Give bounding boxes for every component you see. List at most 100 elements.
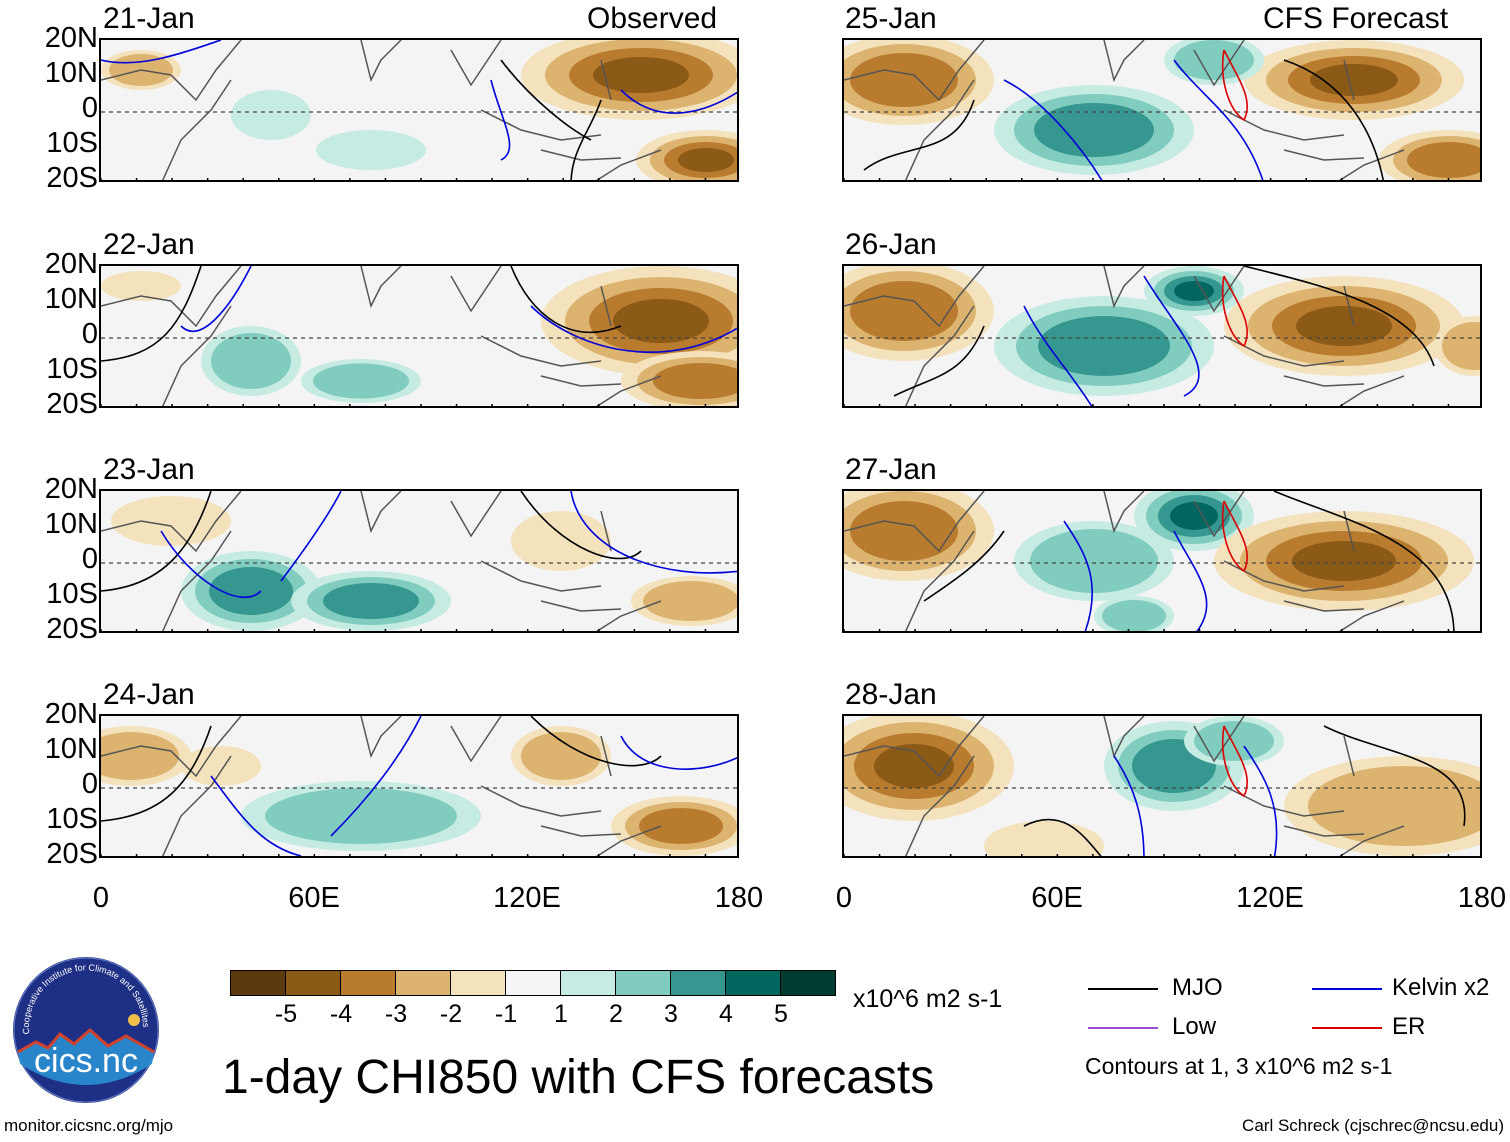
lat-label: 10S: [46, 353, 98, 385]
colorbar-swatch: [285, 970, 341, 996]
map-panel-25-jan: [842, 38, 1482, 182]
colorbar-swatch: [230, 970, 286, 996]
lat-label: 0: [81, 768, 98, 800]
lon-label: 0: [92, 882, 110, 914]
lon-label: 120E: [493, 882, 561, 914]
mjo-contour: [923, 491, 1455, 631]
dry-anomaly-region: [1292, 541, 1396, 581]
kelvin-legend-swatch: [1312, 988, 1382, 990]
colorbar-swatch: [395, 970, 451, 996]
dry-anomaly-region: [1308, 766, 1480, 846]
colorbar-swatch: [560, 970, 616, 996]
dry-anomaly-region: [1442, 322, 1480, 370]
wet-anomaly-region: [1174, 281, 1214, 301]
wet-anomaly-region: [209, 567, 293, 615]
asia-coastline: [360, 716, 502, 763]
map-canvas: [844, 716, 1480, 856]
lat-label: 10N: [44, 508, 98, 540]
map-canvas: [844, 491, 1480, 631]
colorbar-tick: 1: [554, 1000, 568, 1028]
kelvin-contour: [1113, 745, 1278, 856]
dry-anomaly-region: [1296, 306, 1392, 346]
colorbar-swatch: [670, 970, 726, 996]
map-panel-28-jan: [842, 714, 1482, 858]
lat-label: 20S: [46, 162, 98, 194]
lat-label: 20N: [44, 698, 98, 730]
map-canvas: [844, 40, 1480, 180]
colorbar-tick: 5: [774, 1000, 788, 1028]
asia-coastline: [360, 40, 502, 87]
panel-date-label: 21-Jan: [103, 2, 195, 35]
mjo-legend-swatch: [1088, 988, 1158, 990]
panel-date-label: 22-Jan: [103, 228, 195, 261]
kelvin-contour: [180, 266, 737, 353]
dry-anomaly-region: [874, 744, 954, 788]
er-contour: [1221, 500, 1249, 573]
lat-label: 10N: [44, 57, 98, 89]
lat-label: 10S: [46, 803, 98, 835]
lon-label: 60E: [1031, 882, 1083, 914]
wet-anomaly-region: [323, 583, 419, 619]
er-legend-label: ER: [1392, 1013, 1426, 1040]
low-legend-swatch: [1088, 1027, 1158, 1029]
dry-anomaly-region: [639, 808, 723, 844]
map-canvas: [101, 266, 737, 406]
africa-coastline: [101, 266, 242, 406]
wet-anomaly-region: [1194, 721, 1274, 761]
lat-label: 20N: [44, 473, 98, 505]
mjo-contour: [101, 716, 662, 822]
mjo-legend-label: MJO: [1172, 974, 1223, 1001]
wet-anomaly-region: [1038, 316, 1170, 376]
colorbar-swatch: [780, 970, 836, 996]
dry-anomaly-region: [850, 53, 958, 107]
asia-coastline: [1103, 716, 1245, 763]
colorbar-tick: -4: [329, 1000, 353, 1028]
dry-anomaly-region: [511, 511, 611, 571]
colorbar-units: x10^6 m2 s-1: [853, 985, 1003, 1013]
lon-label: 60E: [288, 882, 340, 914]
source-url[interactable]: monitor.cicsnc.org/mjo: [4, 1116, 174, 1135]
colorbar-swatch: [505, 970, 561, 996]
panel-date-label: 26-Jan: [845, 228, 937, 261]
kelvin-contour: [210, 716, 737, 856]
lat-label: 10N: [44, 733, 98, 765]
wet-anomaly-region: [231, 90, 311, 140]
wet-anomaly-region: [313, 363, 409, 399]
lat-label: 20S: [46, 838, 98, 870]
colorbar-swatch: [725, 970, 781, 996]
lon-label: 180: [1457, 882, 1507, 914]
lon-label: 0: [835, 882, 853, 914]
contours-note: Contours at 1, 3 x10^6 m2 s-1: [1085, 1053, 1393, 1079]
lat-label: 20S: [46, 613, 98, 645]
er-contour: [1221, 49, 1249, 122]
logo-text: cics.nc: [34, 1042, 138, 1080]
asia-coastline: [360, 491, 502, 538]
panel-date-label: 27-Jan: [845, 453, 937, 486]
colorbar-tick: -5: [274, 1000, 298, 1028]
africa-coastline: [101, 491, 242, 631]
er-contour: [1221, 275, 1249, 348]
colorbar-tick: -3: [384, 1000, 408, 1028]
map-panel-23-jan: [99, 489, 739, 633]
lat-label: 10S: [46, 127, 98, 159]
africa-coastline: [101, 716, 242, 856]
panel-date-label: 25-Jan: [845, 2, 937, 35]
colorbar-tick: 4: [719, 1000, 733, 1028]
map-canvas: [844, 266, 1480, 406]
wet-anomaly-region: [1030, 529, 1158, 593]
wet-anomaly-region: [265, 788, 457, 844]
lat-label: 10S: [46, 578, 98, 610]
kelvin-legend-label: Kelvin x2: [1392, 974, 1490, 1001]
wet-anomaly-region: [1170, 502, 1218, 530]
kelvin-contour: [160, 491, 737, 599]
lat-label: 20S: [46, 388, 98, 420]
map-canvas: [101, 40, 737, 180]
lon-label: 120E: [1236, 882, 1304, 914]
panel-date-label: 24-Jan: [103, 678, 195, 711]
cics-logo: Cooperative Institute for Climate and Sa…: [12, 956, 160, 1104]
lat-label: 10N: [44, 283, 98, 315]
asia-coastline: [1103, 40, 1245, 87]
map-panel-22-jan: [99, 264, 739, 408]
mjo-contour: [101, 266, 622, 362]
map-panel-27-jan: [842, 489, 1482, 633]
